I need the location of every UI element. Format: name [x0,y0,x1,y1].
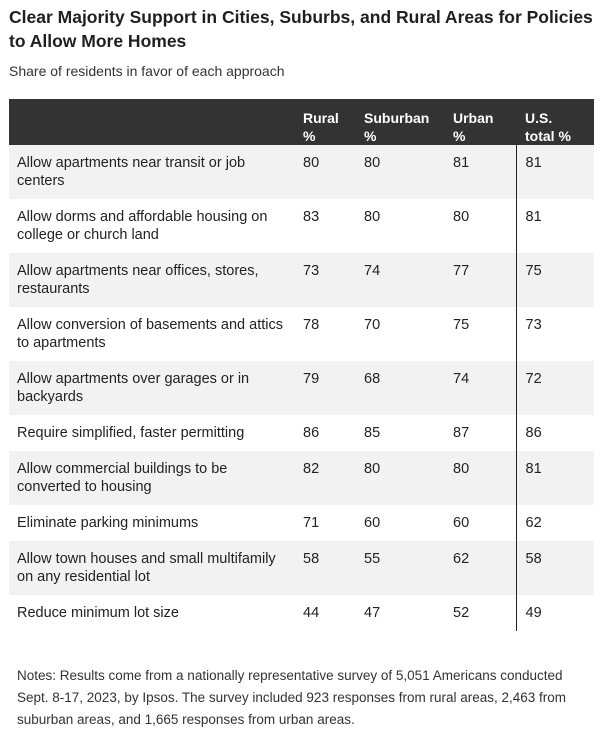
cell-suburban: 80 [364,145,453,199]
cell-rural: 86 [303,425,320,441]
cell-us-total: 81 [515,451,594,505]
cell-urban: 81 [453,145,516,199]
cell-rural: 82 [303,451,364,505]
table-row: Allow apartments near transit or job cen… [9,145,594,199]
table-row: Allow conversion of basements and attics… [9,307,594,361]
table-row: Allow commercial buildings to be convert… [9,451,594,505]
chart-title: Clear Majority Support in Cities, Suburb… [9,7,593,51]
cell-suburban: 60 [364,515,381,531]
row-label: Allow apartments near offices, stores, r… [9,253,303,307]
table-row: Eliminate parking minimums 71 60 60 62 [9,505,594,541]
cell-us-total: 81 [515,145,594,199]
cell-suburban: 47 [364,605,381,621]
cell-urban: 62 [453,541,516,595]
row-label: Allow apartments over garages or in back… [9,361,303,415]
cell-rural: 44 [303,605,320,621]
column-header-us-total: U.S. total % [516,99,594,145]
header-label-cell [9,99,303,145]
cell-urban: 77 [453,253,516,307]
row-label: Allow commercial buildings to be convert… [9,451,303,505]
cell-urban: 80 [453,451,516,505]
cell-us-total: 75 [515,253,594,307]
cell-urban: 75 [453,317,470,333]
table-row: Reduce minimum lot size 44 47 52 49 [9,595,594,631]
row-label: Require simplified, faster permitting [17,425,245,441]
cell-rural: 58 [303,541,364,595]
table-row: Allow town houses and small multifamily … [9,541,594,595]
chart-subtitle: Share of residents in favor of each appr… [9,63,285,79]
column-header-urban: Urban% [453,99,516,145]
cell-rural: 79 [303,361,364,415]
cell-urban: 80 [453,209,470,225]
cell-us-total: 62 [515,505,594,541]
row-label: Allow town houses and small multifamily … [9,541,303,595]
cell-rural: 83 [303,209,320,225]
cell-suburban: 68 [364,361,453,415]
cell-suburban: 80 [364,451,453,505]
cell-us-total: 81 [515,199,594,253]
cell-rural: 80 [303,145,364,199]
cell-suburban: 85 [364,425,381,441]
cell-suburban: 70 [364,317,381,333]
cell-rural: 73 [303,253,364,307]
cell-us-total: 58 [515,541,594,595]
column-header-rural: Rural% [303,99,364,145]
row-label: Allow dorms and affordable housing on co… [17,209,268,243]
cell-us-total: 86 [515,415,594,451]
cell-urban: 74 [453,361,516,415]
table-row: Allow apartments near offices, stores, r… [9,253,594,307]
table-row: Allow dorms and affordable housing on co… [9,199,594,253]
cell-urban: 52 [453,605,470,621]
table-row: Require simplified, faster permitting 86 8… [9,415,594,451]
cell-us-total: 49 [515,595,594,631]
table-header-row: Rural% Suburban% Urban% U.S. total % [9,99,594,145]
cell-suburban: 80 [364,209,381,225]
row-label: Allow apartments near transit or job cen… [9,145,303,199]
table-body: Allow apartments near transit or job cen… [9,145,594,631]
notes: Notes: Results come from a nationally re… [17,668,567,727]
row-label: Allow conversion of basements and attics… [17,317,283,351]
cell-rural: 71 [303,515,320,531]
cell-suburban: 74 [364,253,453,307]
row-label: Reduce minimum lot size [17,605,179,621]
cell-suburban: 55 [364,541,453,595]
row-label: Eliminate parking minimums [17,515,199,531]
cell-rural: 78 [303,317,320,333]
cell-urban: 87 [453,425,470,441]
column-header-suburban: Suburban% [364,99,453,145]
cell-urban: 60 [453,515,470,531]
table-row: Allow apartments over garages or in back… [9,361,594,415]
data-table: Rural% Suburban% Urban% U.S. total % Allo… [9,99,594,631]
cell-us-total: 72 [515,361,594,415]
cell-us-total: 73 [515,307,594,361]
